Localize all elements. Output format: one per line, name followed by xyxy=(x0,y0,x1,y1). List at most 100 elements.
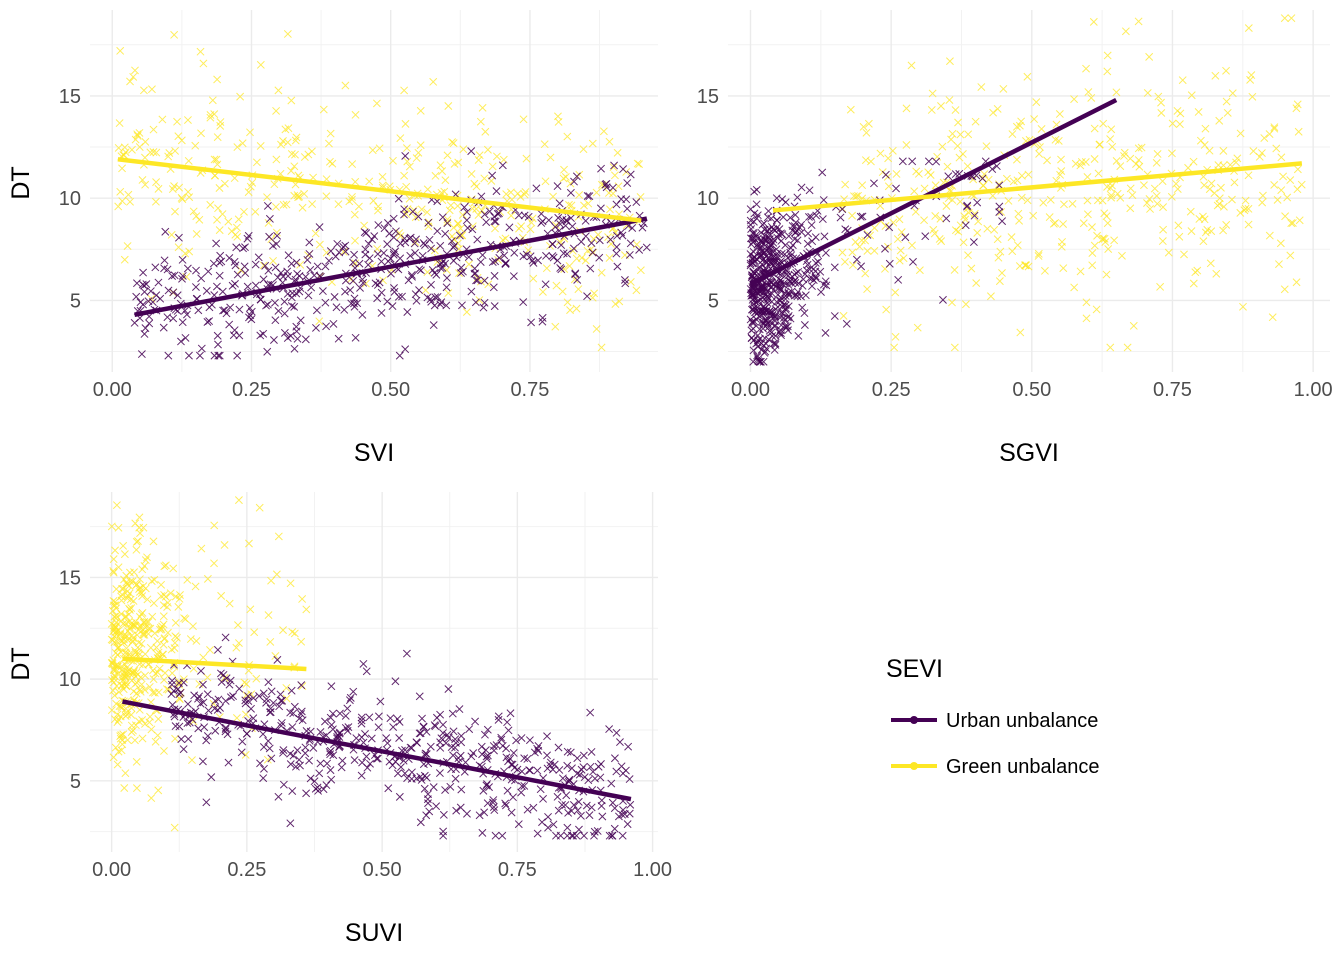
data-point xyxy=(232,243,241,252)
data-point xyxy=(394,292,403,301)
data-point xyxy=(1277,153,1286,162)
data-point xyxy=(794,331,803,340)
data-point xyxy=(228,281,237,290)
data-point xyxy=(596,204,605,213)
data-point xyxy=(135,523,144,532)
data-point xyxy=(226,303,235,312)
data-point xyxy=(364,260,373,269)
data-point xyxy=(1279,172,1288,181)
data-point xyxy=(360,228,369,237)
data-point xyxy=(265,744,274,753)
data-point xyxy=(791,228,800,237)
data-point xyxy=(292,133,301,142)
data-point xyxy=(112,501,121,510)
data-point xyxy=(619,165,628,174)
data-point xyxy=(1060,200,1068,209)
data-point xyxy=(584,776,593,785)
data-point xyxy=(262,301,271,310)
data-point xyxy=(399,756,408,765)
data-point xyxy=(378,172,387,181)
data-point xyxy=(107,706,116,715)
data-point xyxy=(536,785,545,794)
data-point xyxy=(405,162,414,171)
data-point xyxy=(790,222,799,231)
data-point xyxy=(805,186,814,195)
data-point xyxy=(515,224,523,233)
data-point xyxy=(119,619,128,628)
data-point xyxy=(233,351,242,360)
data-point xyxy=(1032,98,1041,107)
data-point xyxy=(947,135,956,144)
data-point xyxy=(163,628,172,637)
data-point xyxy=(213,75,222,84)
data-point xyxy=(326,766,335,775)
data-point xyxy=(277,721,286,730)
data-point xyxy=(131,680,140,689)
data-point xyxy=(127,721,136,730)
data-point xyxy=(1002,174,1011,183)
data-point xyxy=(255,503,264,512)
data-point xyxy=(279,272,288,281)
data-point xyxy=(388,302,397,311)
data-point xyxy=(152,178,161,187)
data-point xyxy=(606,205,614,214)
data-point xyxy=(302,727,311,735)
data-point xyxy=(488,258,497,267)
data-point xyxy=(610,804,619,813)
data-point xyxy=(157,580,166,589)
data-point xyxy=(1029,211,1038,220)
data-point xyxy=(135,575,144,584)
data-point xyxy=(341,81,350,90)
data-point xyxy=(334,334,343,343)
data-point xyxy=(191,141,200,150)
data-point xyxy=(216,703,224,712)
data-point xyxy=(891,332,900,341)
data-point xyxy=(623,820,632,829)
data-point xyxy=(963,162,972,171)
data-point xyxy=(408,272,416,281)
data-point xyxy=(312,323,320,332)
data-point xyxy=(171,207,179,216)
data-point xyxy=(563,249,572,258)
data-point xyxy=(333,732,342,741)
data-point xyxy=(913,323,922,332)
data-point xyxy=(175,677,184,686)
data-point xyxy=(1270,180,1279,189)
data-point xyxy=(326,247,335,256)
data-point xyxy=(767,328,776,337)
data-point xyxy=(757,228,766,237)
data-point xyxy=(765,306,774,315)
data-point xyxy=(1180,250,1188,259)
data-point xyxy=(790,270,799,279)
data-point xyxy=(267,687,276,696)
data-point xyxy=(215,184,224,192)
data-point xyxy=(295,192,304,201)
data-point xyxy=(324,139,333,148)
data-point xyxy=(748,271,757,280)
data-point xyxy=(463,208,471,217)
data-point xyxy=(1152,158,1161,167)
data-point xyxy=(341,276,350,285)
data-point xyxy=(808,282,816,291)
data-point xyxy=(1239,302,1247,311)
data-point xyxy=(350,299,358,308)
data-point xyxy=(776,329,785,338)
data-point xyxy=(1154,92,1163,101)
data-point xyxy=(509,272,518,281)
data-point xyxy=(207,773,216,782)
data-point xyxy=(288,723,297,731)
data-point xyxy=(579,751,588,760)
data-point xyxy=(170,30,179,39)
data-point xyxy=(155,625,164,634)
data-point xyxy=(327,682,336,691)
data-point xyxy=(1191,268,1200,277)
data-point xyxy=(597,796,606,805)
data-point xyxy=(212,155,221,164)
data-point xyxy=(582,801,591,810)
data-point xyxy=(205,317,214,326)
data-point xyxy=(377,257,386,266)
data-point xyxy=(517,788,526,797)
data-point xyxy=(554,213,563,222)
data-point xyxy=(283,29,292,38)
data-point xyxy=(986,292,995,301)
